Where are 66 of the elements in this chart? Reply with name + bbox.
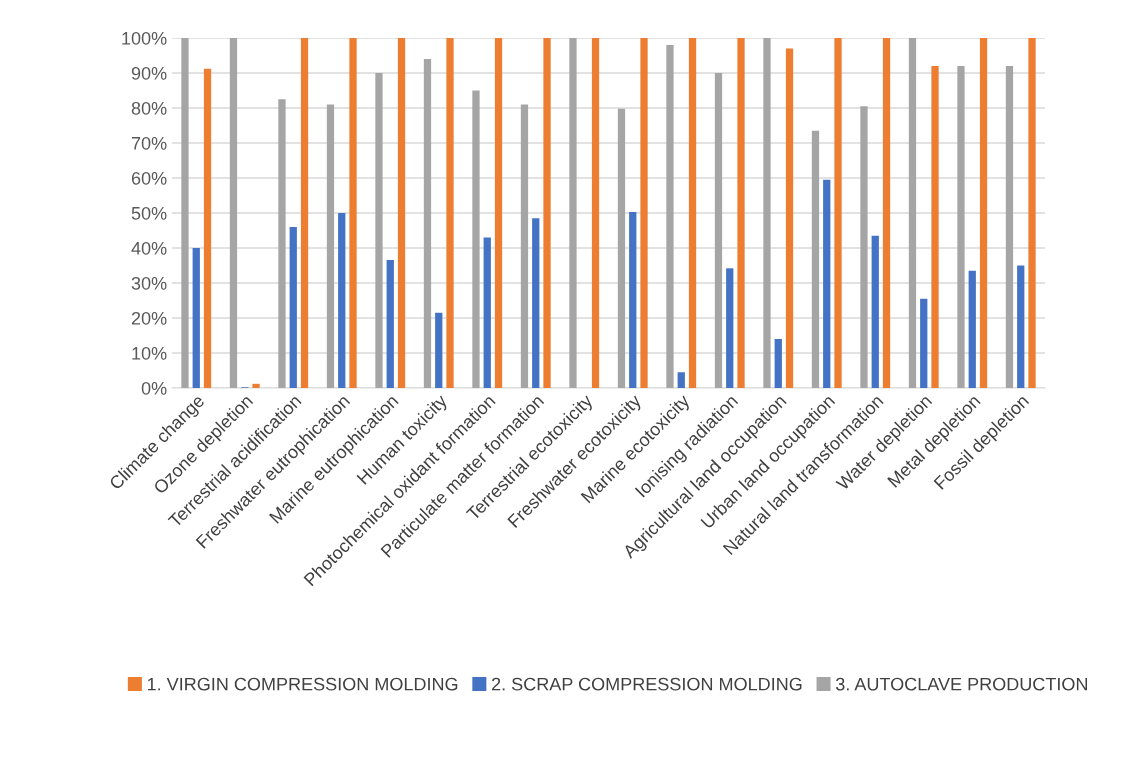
bar: [446, 38, 454, 388]
y-tick-label: 0%: [141, 381, 167, 395]
bar: [543, 38, 551, 388]
bar: [774, 339, 782, 388]
bar: [834, 38, 842, 388]
bar: [591, 38, 600, 388]
y-tick-label: 50%: [131, 206, 167, 220]
bar: [229, 38, 238, 388]
bar: [737, 38, 745, 388]
bar: [811, 130, 820, 388]
bar: [920, 298, 928, 388]
y-tick-label: 100%: [122, 31, 167, 45]
bar: [968, 270, 976, 388]
legend-label: 1. VIRGIN COMPRESSION MOLDING: [147, 677, 458, 691]
bar: [532, 218, 540, 388]
bar: [957, 66, 965, 388]
bar: [714, 73, 723, 388]
bar: [435, 312, 443, 388]
y-tick-label: 30%: [131, 276, 167, 290]
bar: [375, 73, 383, 388]
y-tick-label: 40%: [131, 241, 167, 255]
legend-label: 2. SCRAP COMPRESSION MOLDING: [492, 677, 802, 691]
bar: [494, 38, 503, 388]
bar: [931, 66, 939, 388]
bar: [763, 38, 771, 388]
bar: [181, 38, 189, 388]
bar: [349, 38, 357, 388]
y-tick-label: 70%: [131, 136, 167, 150]
y-tick-label: 10%: [132, 346, 167, 360]
bar: [882, 38, 891, 388]
bar: [300, 38, 309, 388]
bar: [386, 259, 394, 388]
bar: [203, 68, 212, 388]
bar: [617, 108, 626, 388]
bar: [823, 179, 831, 388]
bar: [908, 38, 917, 388]
bar: [1005, 66, 1014, 388]
bar: [252, 383, 260, 388]
bar: [338, 213, 346, 388]
bar: [979, 38, 988, 388]
bar: [483, 237, 491, 388]
legend-label: 3. AUTOCLAVE PRODUCTION: [835, 677, 1087, 691]
bar: [520, 104, 529, 388]
bar: [677, 372, 685, 388]
bar: [860, 106, 868, 388]
y-tick-label: 80%: [131, 101, 167, 115]
y-tick-label: 90%: [131, 66, 167, 80]
bar: [192, 248, 200, 388]
bar: [785, 48, 794, 388]
bar: [640, 38, 648, 388]
bar: [278, 99, 286, 388]
bar: [666, 45, 674, 388]
bar: [629, 211, 637, 388]
bar: [397, 38, 406, 388]
bar: [423, 59, 432, 388]
y-tick-label: 60%: [131, 171, 167, 185]
bar: [871, 235, 879, 388]
bar: [1017, 265, 1025, 388]
bar: [688, 38, 697, 388]
bar: [472, 90, 480, 388]
bar: [1028, 38, 1036, 388]
bar: [289, 227, 297, 388]
bar: [726, 268, 734, 388]
bar: [569, 38, 577, 388]
bar: [326, 104, 335, 388]
y-tick-label: 20%: [131, 311, 167, 325]
